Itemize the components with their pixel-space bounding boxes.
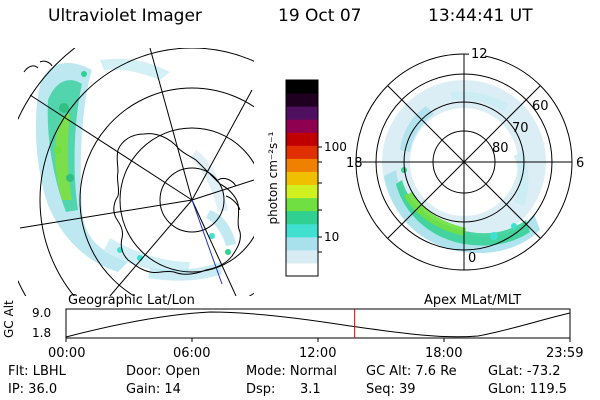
- timeline-frame: [65, 308, 571, 339]
- status-gain: Gain: 14: [126, 382, 181, 397]
- status-filter: Flt: LBHL: [8, 364, 66, 379]
- noon-meridian-line: [191, 199, 223, 285]
- left-panel-caption: Geographic Lat/Lon: [68, 293, 195, 308]
- colorbar-swatch: [286, 119, 318, 133]
- colorbar-swatch: [286, 132, 318, 146]
- status-glat: GLat: -73.2: [488, 364, 561, 379]
- polar-plot: 12 18 6 0 60 70 80: [346, 46, 584, 271]
- status-door: Door: Open: [126, 364, 201, 379]
- gc-altitude-curve: [65, 311, 571, 338]
- colorbar-swatch: [286, 106, 318, 120]
- timeline-xtick-2359: 23:59: [546, 346, 584, 361]
- colorbar-swatch: [286, 145, 318, 159]
- timeline-plot: [65, 308, 571, 342]
- timeline-xtick-1200: 12:00: [299, 346, 337, 361]
- colorbar-tick-10: 10: [324, 230, 339, 244]
- mlt-label-18: 18: [346, 156, 363, 171]
- status-dsp-label: Dsp:: [246, 382, 276, 397]
- colorbar-frame: [285, 79, 319, 277]
- status-dsp-value: 3.1: [300, 382, 321, 397]
- colorbar: [285, 79, 319, 277]
- timeline-ytick-low: 1.8: [32, 326, 52, 340]
- header-date: 19 Oct 07: [278, 6, 362, 26]
- timeline-axis-label: GC Alt: [2, 300, 16, 338]
- timeline-ticks: [65, 338, 571, 342]
- latitude-circles: [18, 48, 254, 296]
- timeline-xtick-0000: 00:00: [48, 346, 86, 361]
- colorbar-swatch: [286, 171, 318, 186]
- timeline-ytick-high: 9.0: [32, 306, 52, 320]
- mlt-label-12: 12: [471, 47, 488, 62]
- status-gc-alt: GC Alt: 7.6 Re: [366, 364, 457, 379]
- app-title: Ultraviolet Imager: [48, 6, 202, 26]
- timeline-xtick-0600: 06:00: [173, 346, 211, 361]
- mlt-label-6: 6: [576, 156, 584, 171]
- colorbar-swatch: [286, 158, 318, 172]
- geographic-map: [18, 48, 254, 296]
- colorbar-swatch: [286, 210, 318, 225]
- colorbar-swatch: [286, 93, 318, 107]
- mlt-label-0: 0: [468, 251, 476, 266]
- longitude-lines: [19, 48, 254, 296]
- status-mode: Mode: Normal: [246, 364, 337, 379]
- antarctica-outline: [113, 133, 241, 275]
- colorbar-ticks: [318, 146, 322, 253]
- colorbar-swatch: [286, 184, 318, 199]
- status-seq: Seq: 39: [366, 382, 416, 397]
- coastline-fragment: [23, 60, 53, 73]
- colorbar-swatch: [286, 80, 318, 94]
- mlt-lines: [356, 54, 572, 270]
- colorbar-tick-100: 100: [324, 140, 347, 154]
- mlat-label-70: 70: [512, 121, 529, 136]
- mlat-label-80: 80: [492, 141, 509, 156]
- colorbar-swatch: [286, 262, 318, 277]
- colorbar-unit-label: photon cm⁻²s⁻¹: [266, 131, 280, 224]
- colorbar-swatch: [286, 223, 318, 238]
- peninsula-outline: [217, 177, 241, 211]
- header-time: 13:44:41 UT: [428, 6, 533, 26]
- colorbar-swatch: [286, 236, 318, 251]
- timeline-xtick-1800: 18:00: [425, 346, 463, 361]
- right-panel-caption: Apex MLat/MLT: [424, 293, 522, 308]
- mlat-label-60: 60: [532, 99, 549, 114]
- mlt-label-bg-top: [469, 46, 485, 60]
- colorbar-swatch: [286, 249, 318, 264]
- status-ip: IP: 36.0: [8, 382, 58, 397]
- status-glon: GLon: 119.5: [488, 382, 568, 397]
- colorbar-swatch: [286, 197, 318, 212]
